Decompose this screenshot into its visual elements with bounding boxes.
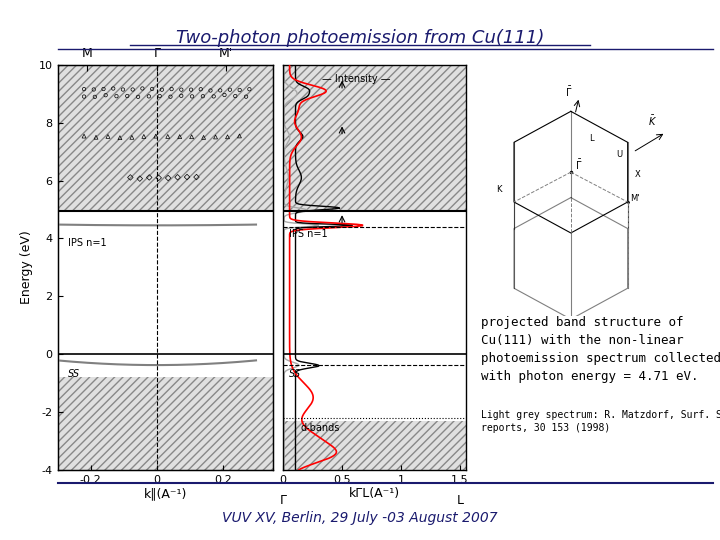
- Point: [234, 132, 246, 140]
- Point: [132, 92, 144, 101]
- Text: L: L: [590, 134, 594, 143]
- Text: d-bands: d-bands: [301, 423, 340, 433]
- Point: [172, 173, 184, 181]
- Text: $\bar{K}$: $\bar{K}$: [648, 114, 657, 128]
- Point: [153, 173, 164, 182]
- Point: [195, 85, 207, 93]
- Point: [186, 92, 198, 101]
- Point: [204, 86, 216, 95]
- Bar: [283, 421, 466, 470]
- Point: [100, 91, 112, 99]
- Point: [222, 132, 233, 141]
- Text: M': M': [630, 194, 639, 203]
- Point: [234, 86, 246, 94]
- Text: $\bar{\Gamma}$: $\bar{\Gamma}$: [575, 158, 582, 172]
- Point: [122, 92, 133, 100]
- Text: projected band structure of
Cu(111) with the non-linear
photoemission spectrum c: projected band structure of Cu(111) with…: [481, 316, 720, 383]
- Point: [186, 132, 197, 141]
- Point: [137, 84, 148, 93]
- Point: [230, 92, 241, 100]
- Point: [90, 133, 102, 141]
- Point: [243, 85, 255, 93]
- Point: [138, 132, 150, 141]
- Point: [215, 86, 226, 94]
- Y-axis label: Energy (eV): Energy (eV): [20, 231, 33, 304]
- Text: SS: SS: [68, 369, 80, 379]
- Point: [156, 85, 168, 94]
- Bar: [58, 65, 273, 211]
- Text: SS: SS: [289, 369, 301, 379]
- Point: [154, 92, 166, 100]
- Point: [219, 91, 230, 99]
- Point: [102, 132, 114, 141]
- Text: VUV XV, Berlin, 29 July -03 August 2007: VUV XV, Berlin, 29 July -03 August 2007: [222, 511, 498, 525]
- Point: [166, 85, 177, 93]
- Point: [150, 132, 161, 140]
- Text: K: K: [497, 185, 502, 194]
- Text: X: X: [635, 170, 641, 179]
- X-axis label: kΓL(A⁻¹): kΓL(A⁻¹): [349, 488, 400, 501]
- Point: [198, 133, 210, 141]
- Point: [197, 92, 209, 100]
- Bar: [58, 377, 273, 470]
- Point: [185, 85, 197, 94]
- Point: [125, 173, 136, 182]
- Point: [162, 132, 174, 141]
- Point: [107, 84, 119, 93]
- Point: [163, 174, 174, 183]
- Point: [127, 85, 138, 94]
- Text: — Intensity —: — Intensity —: [322, 74, 390, 84]
- Point: [165, 92, 176, 101]
- Point: [224, 85, 235, 94]
- Point: [143, 92, 155, 100]
- Point: [143, 173, 155, 182]
- Text: Two-photon photoemission from Cu(111): Two-photon photoemission from Cu(111): [176, 29, 544, 47]
- Text: Γ: Γ: [279, 495, 287, 508]
- Point: [78, 132, 90, 140]
- Bar: [283, 65, 466, 211]
- Point: [78, 85, 90, 93]
- Point: [181, 173, 193, 181]
- Point: [117, 85, 129, 94]
- Point: [208, 92, 220, 101]
- Point: [176, 85, 187, 94]
- Point: [176, 91, 187, 100]
- Point: [146, 85, 158, 93]
- Point: [111, 92, 122, 100]
- Point: [191, 173, 202, 181]
- Text: Light grey spectrum: R. Matzdorf, Surf. Sci.
reports, 30 153 (1998): Light grey spectrum: R. Matzdorf, Surf. …: [481, 410, 720, 433]
- Text: IPS n=1: IPS n=1: [68, 238, 106, 248]
- Point: [134, 174, 145, 183]
- Point: [89, 92, 101, 101]
- Point: [210, 133, 221, 141]
- Point: [78, 92, 90, 101]
- Point: [114, 133, 126, 142]
- Text: $\bar{\Gamma}$: $\bar{\Gamma}$: [564, 85, 572, 99]
- Point: [88, 85, 99, 94]
- Point: [240, 92, 252, 101]
- Text: L: L: [456, 495, 464, 508]
- X-axis label: k∥(A⁻¹): k∥(A⁻¹): [143, 488, 186, 501]
- Point: [174, 132, 186, 141]
- Text: U: U: [616, 150, 622, 159]
- Point: [98, 85, 109, 93]
- Text: IPS n=1: IPS n=1: [289, 229, 328, 239]
- Point: [126, 133, 138, 141]
